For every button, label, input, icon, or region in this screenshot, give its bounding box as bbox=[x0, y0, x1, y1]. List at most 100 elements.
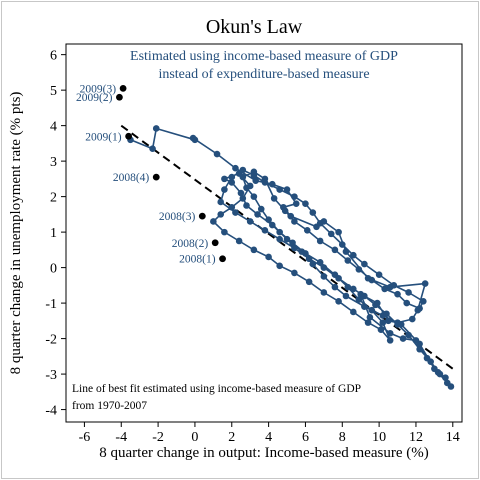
y-tick-label: 2 bbox=[50, 191, 57, 206]
data-point bbox=[235, 237, 243, 245]
data-point bbox=[309, 209, 317, 216]
data-point bbox=[289, 239, 296, 247]
data-point bbox=[335, 274, 342, 282]
data-point bbox=[379, 319, 387, 326]
data-point bbox=[316, 258, 324, 266]
data-point bbox=[368, 276, 376, 284]
data-point bbox=[287, 212, 295, 220]
data-point bbox=[331, 246, 339, 254]
data-point bbox=[377, 326, 385, 334]
data-point bbox=[416, 345, 423, 353]
data-point bbox=[265, 216, 272, 223]
data-point bbox=[331, 283, 339, 291]
data-point bbox=[261, 227, 269, 234]
data-point bbox=[302, 200, 309, 208]
data-point bbox=[416, 305, 423, 312]
data-point bbox=[350, 285, 357, 293]
data-point bbox=[265, 253, 272, 261]
data-point bbox=[305, 278, 313, 286]
data-point bbox=[320, 273, 328, 280]
data-point bbox=[221, 186, 228, 193]
data-point bbox=[232, 209, 239, 216]
highlight-point bbox=[125, 132, 133, 140]
data-point bbox=[268, 180, 276, 188]
data-point bbox=[257, 205, 265, 213]
y-tick-label: -3 bbox=[45, 368, 57, 383]
data-point bbox=[350, 251, 357, 259]
chart-subtitle-line-2: instead of expenditure-based measure bbox=[158, 67, 369, 82]
plot-area: Estimated using income-based measure of … bbox=[65, 43, 463, 423]
data-point bbox=[366, 313, 374, 321]
data-point bbox=[292, 200, 300, 208]
data-point bbox=[405, 331, 412, 339]
chart-note-line-2: from 1970-2007 bbox=[72, 400, 147, 412]
data-point bbox=[316, 219, 324, 227]
data-point bbox=[254, 211, 261, 218]
data-point bbox=[408, 315, 416, 323]
data-point bbox=[250, 246, 258, 254]
data-point bbox=[217, 211, 225, 218]
x-tick-label: 12 bbox=[409, 430, 423, 445]
data-point bbox=[291, 269, 298, 277]
x-tick-label: 10 bbox=[372, 430, 386, 445]
data-point bbox=[368, 306, 376, 314]
x-tick-label: 2 bbox=[228, 430, 235, 445]
data-point bbox=[276, 262, 283, 270]
y-tick-label: 1 bbox=[50, 226, 57, 241]
data-point bbox=[420, 298, 427, 305]
data-point bbox=[268, 221, 276, 229]
data-point bbox=[243, 184, 250, 192]
data-point bbox=[309, 260, 317, 268]
y-tick-label: 5 bbox=[50, 84, 57, 99]
highlight-layer: 2008(1) 2008(2) 2008(3) 2008(4) 2009(1) 2009(… bbox=[76, 83, 226, 266]
y-tick-label: 3 bbox=[50, 155, 57, 170]
highlight-point-label: 2008(1) bbox=[179, 254, 216, 266]
data-point bbox=[237, 189, 245, 197]
data-point bbox=[381, 285, 388, 293]
data-point bbox=[383, 310, 390, 318]
x-tick-label: -2 bbox=[152, 430, 164, 445]
data-point bbox=[344, 257, 352, 264]
data-point bbox=[246, 218, 254, 225]
data-point bbox=[386, 329, 394, 337]
chart-title: Okun's Law bbox=[206, 16, 303, 38]
data-point bbox=[221, 175, 228, 183]
data-point bbox=[355, 266, 363, 273]
data-point bbox=[303, 227, 311, 234]
data-point bbox=[232, 164, 239, 172]
data-point bbox=[361, 260, 368, 268]
data-point bbox=[320, 289, 328, 296]
highlight-point-label: 2009(2) bbox=[76, 92, 113, 104]
data-point bbox=[217, 198, 225, 206]
data-point bbox=[281, 207, 289, 215]
data-point bbox=[302, 250, 309, 257]
x-tick-label: 6 bbox=[302, 430, 309, 445]
x-tick-label: 0 bbox=[191, 430, 198, 445]
chart-subtitle-line-1: Estimated using income-based measure of … bbox=[130, 49, 398, 64]
data-point bbox=[399, 335, 407, 342]
data-point bbox=[342, 292, 350, 300]
highlight-point bbox=[152, 173, 160, 181]
data-point bbox=[250, 172, 258, 179]
data-point bbox=[276, 228, 283, 236]
data-point bbox=[327, 230, 335, 238]
data-point bbox=[276, 186, 283, 193]
x-tick-label: 14 bbox=[446, 430, 460, 445]
y-axis: -4 -3 -2 -1 0 1 2 3 4 5 6 bbox=[45, 49, 66, 419]
data-point bbox=[291, 218, 298, 225]
data-point bbox=[361, 303, 368, 310]
data-point bbox=[243, 202, 250, 209]
highlight-point bbox=[116, 93, 123, 101]
data-point bbox=[221, 228, 228, 236]
data-point bbox=[283, 186, 291, 193]
x-tick-label: -4 bbox=[115, 430, 127, 445]
series-layer bbox=[127, 125, 455, 390]
highlight-point bbox=[219, 255, 226, 263]
highlight-point-label: 2008(3) bbox=[159, 211, 196, 223]
data-point bbox=[252, 177, 260, 184]
highlight-point bbox=[211, 239, 219, 247]
data-point bbox=[291, 244, 298, 252]
y-tick-label: -1 bbox=[45, 297, 57, 312]
data-point bbox=[283, 235, 291, 243]
data-point bbox=[361, 292, 368, 300]
